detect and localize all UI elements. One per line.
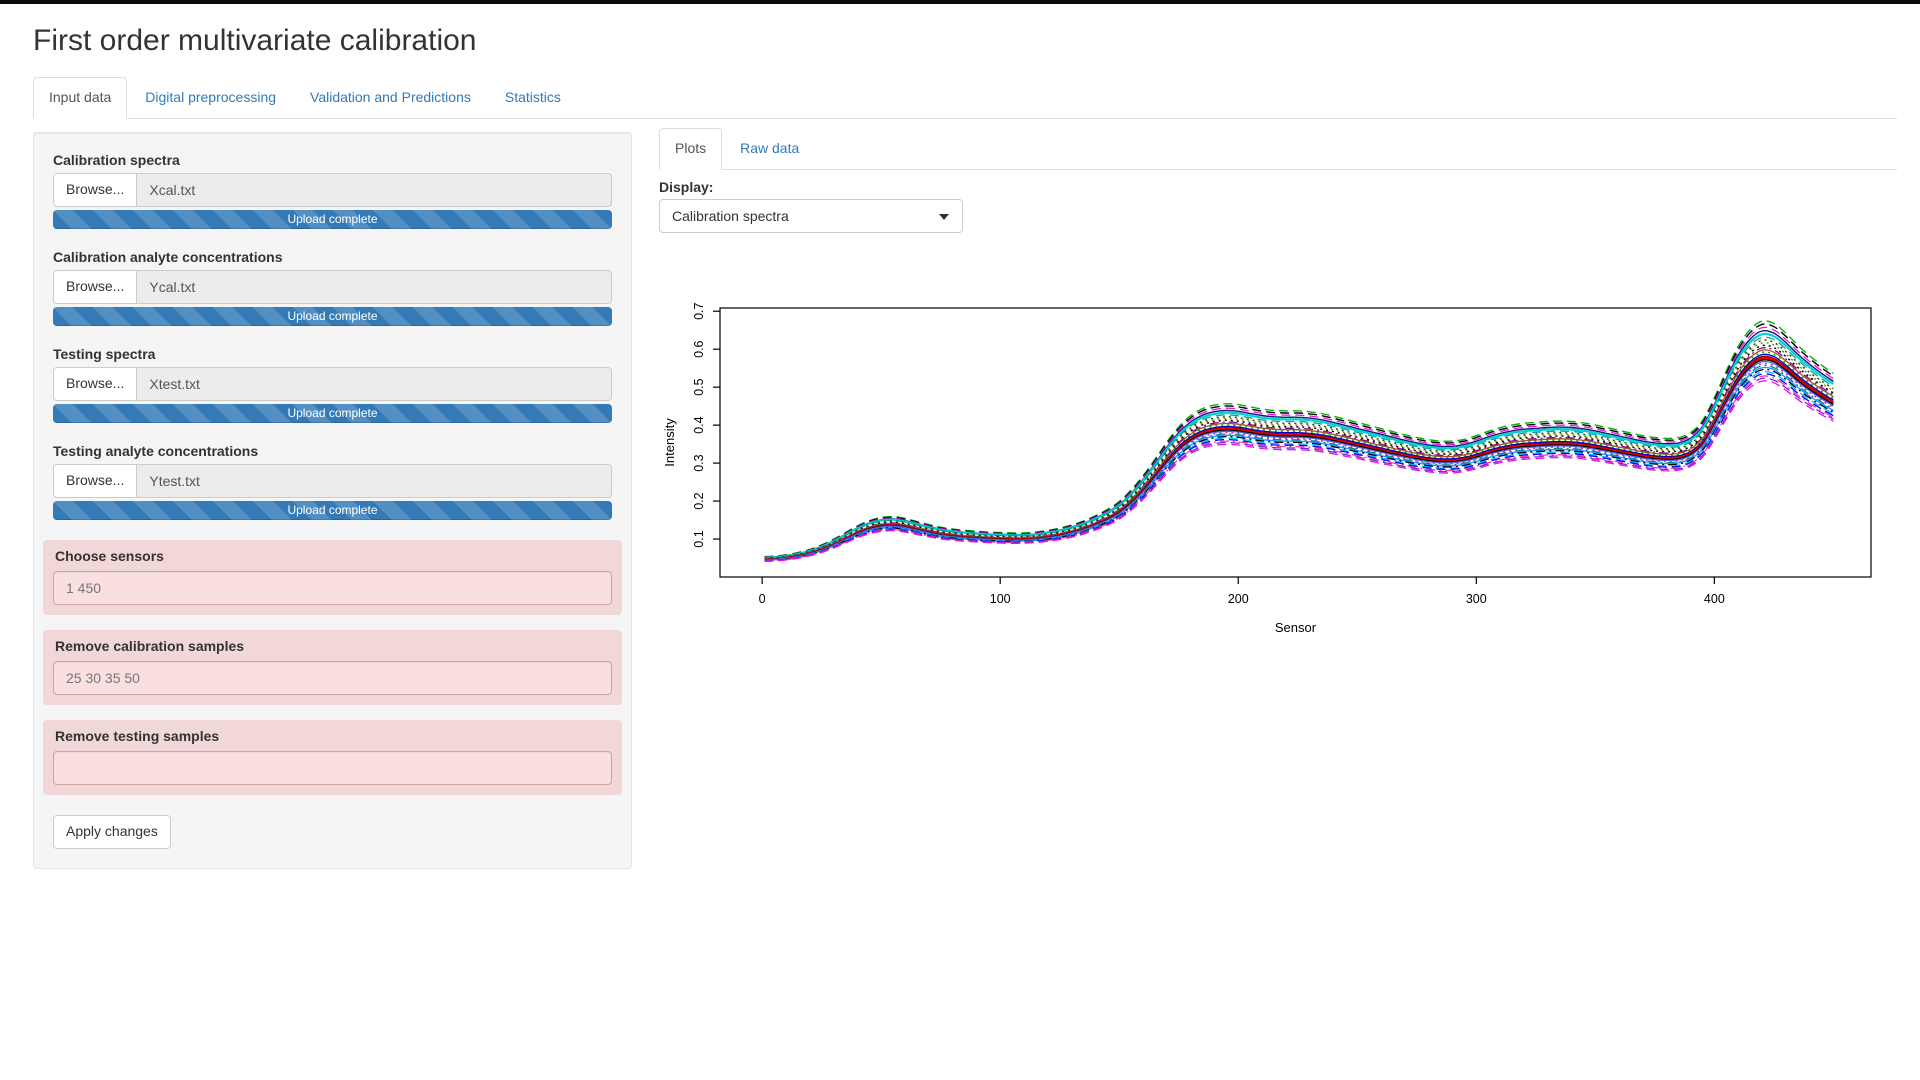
- file-name-display: Xtest.txt: [137, 366, 612, 401]
- upload-label: Testing spectra: [53, 345, 156, 362]
- upload-label: Testing analyte concentrations: [53, 442, 259, 459]
- results-panel: Plots Raw data Display: Calibration spec…: [659, 127, 1897, 658]
- tab-raw-data[interactable]: Raw data: [740, 139, 800, 156]
- svg-text:400: 400: [1704, 592, 1725, 606]
- file-name-display: Ytest.txt: [137, 463, 612, 498]
- tab-statistics[interactable]: Statistics: [504, 89, 561, 105]
- svg-text:100: 100: [990, 592, 1011, 606]
- svg-text:0: 0: [759, 592, 766, 606]
- input-sidebar: Calibration spectra Browse... Xcal.txt U…: [33, 131, 632, 869]
- remove-testing-samples-label: Remove testing samples: [55, 727, 220, 744]
- svg-text:Sensor: Sensor: [1275, 620, 1317, 635]
- choose-sensors-group: Choose sensors: [43, 539, 622, 615]
- tab-digital-preprocessing[interactable]: Digital preprocessing: [145, 89, 277, 105]
- upload-group-testing-spectra: Testing spectra Browse... Xtest.txt Uplo…: [53, 346, 612, 423]
- remove-calibration-samples-input[interactable]: [53, 660, 612, 695]
- upload-progress-bar: Upload complete: [53, 306, 612, 326]
- svg-text:0.1: 0.1: [692, 530, 706, 547]
- display-label: Display:: [659, 178, 714, 195]
- upload-progress-bar: Upload complete: [53, 500, 612, 520]
- page-title: First order multivariate calibration: [33, 24, 477, 57]
- svg-text:0.7: 0.7: [692, 302, 706, 319]
- tab-plots[interactable]: Plots: [659, 127, 723, 170]
- browse-button[interactable]: Browse...: [53, 172, 138, 207]
- file-name-display: Ycal.txt: [137, 269, 612, 304]
- tab-validation-predictions[interactable]: Validation and Predictions: [310, 89, 471, 105]
- svg-text:0.5: 0.5: [692, 378, 706, 395]
- upload-group-calibration-spectra: Calibration spectra Browse... Xcal.txt U…: [53, 152, 612, 229]
- app-page: First order multivariate calibration Inp…: [0, 24, 1920, 869]
- upload-progress-bar: Upload complete: [53, 209, 612, 229]
- svg-text:0.2: 0.2: [692, 492, 706, 509]
- svg-text:300: 300: [1466, 592, 1487, 606]
- panel-tab-bar: Plots Raw data: [659, 127, 1897, 170]
- svg-text:0.4: 0.4: [692, 416, 706, 433]
- choose-sensors-input[interactable]: [53, 570, 612, 605]
- upload-label: Calibration analyte concentrations: [53, 248, 283, 265]
- browse-button[interactable]: Browse...: [53, 463, 138, 498]
- browse-button[interactable]: Browse...: [53, 269, 138, 304]
- dropdown-caret-icon: [939, 213, 949, 220]
- svg-text:0.6: 0.6: [692, 340, 706, 357]
- file-name-display: Xcal.txt: [137, 172, 612, 207]
- window-top-bar: [0, 0, 1920, 4]
- apply-changes-button[interactable]: Apply changes: [53, 814, 171, 849]
- remove-testing-samples-group: Remove testing samples: [43, 719, 622, 795]
- remove-testing-samples-input[interactable]: [53, 750, 612, 785]
- upload-group-calibration-concentrations: Calibration analyte concentrations Brows…: [53, 249, 612, 326]
- upload-group-testing-concentrations: Testing analyte concentrations Browse...…: [53, 443, 612, 520]
- plot-container: 0 100 200 300 400 0.1 0.2 0.3 0.4 0.5 0.6 0.7 Sensor…: [659, 241, 1897, 658]
- display-select[interactable]: Calibration spectra: [659, 198, 963, 233]
- remove-calibration-samples-group: Remove calibration samples: [43, 629, 622, 705]
- remove-calibration-samples-label: Remove calibration samples: [55, 637, 245, 654]
- main-tab-bar: Input data Digital preprocessing Validat…: [33, 77, 1897, 119]
- browse-button[interactable]: Browse...: [53, 366, 138, 401]
- upload-progress-bar: Upload complete: [53, 403, 612, 423]
- display-select-value: Calibration spectra: [672, 207, 789, 224]
- spectra-plot: 0 100 200 300 400 0.1 0.2 0.3 0.4 0.5 0.6 0.7 Sensor…: [662, 302, 1872, 635]
- upload-label: Calibration spectra: [53, 151, 180, 168]
- svg-text:Intensity: Intensity: [662, 418, 677, 467]
- svg-text:200: 200: [1228, 592, 1249, 606]
- svg-text:0.3: 0.3: [692, 454, 706, 471]
- tab-input-data[interactable]: Input data: [33, 77, 128, 119]
- choose-sensors-label: Choose sensors: [55, 547, 164, 564]
